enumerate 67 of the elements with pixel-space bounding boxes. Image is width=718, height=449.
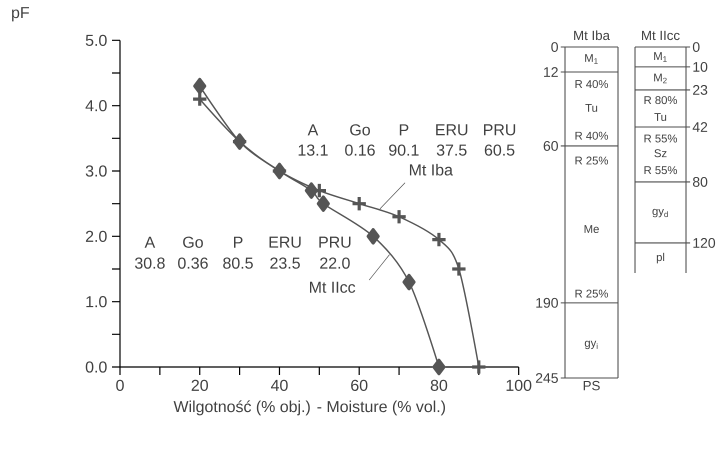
annotation: 23.5 — [270, 257, 300, 269]
annotation: A — [144, 236, 156, 248]
text: R 55% — [644, 166, 678, 174]
annotation: ERU — [270, 236, 301, 248]
text: 190 — [536, 298, 558, 308]
y-tick-label: 2.0 — [86, 230, 107, 242]
y-tick-label: 1.0 — [86, 296, 107, 308]
annotation: 37.5 — [436, 144, 467, 156]
x-tick-label: 60 — [351, 380, 368, 391]
text: Sz — [654, 149, 667, 158]
text: 10 — [693, 62, 708, 72]
annotation: P — [400, 124, 408, 136]
annotation: 60.5 — [484, 144, 514, 156]
text: 120 — [693, 238, 716, 248]
annotation: P — [234, 236, 242, 248]
text: Mt Iba — [410, 164, 453, 176]
annotation: 0.16 — [345, 144, 375, 156]
x-axis-title: Wilgotność (% obj.) - Moisture (% vol.) — [174, 400, 445, 416]
annotation: PRU — [484, 124, 516, 136]
text: 42 — [692, 122, 708, 132]
annotation: Go — [183, 236, 203, 248]
text: Mt IIcc — [642, 30, 680, 40]
x-tick-label: 0 — [116, 380, 124, 391]
text: 12 — [544, 67, 558, 77]
x-tick-label: 40 — [270, 380, 288, 391]
text: 245 — [536, 373, 558, 383]
annotation: ERU — [436, 124, 468, 136]
y-tick-label: 4.0 — [86, 100, 107, 112]
y-tick-label: 3.0 — [86, 165, 107, 177]
annotation: 22.0 — [320, 257, 350, 269]
annotation: A — [308, 124, 318, 136]
x-tick-label: 20 — [192, 380, 208, 391]
x-tick-label: 80 — [430, 380, 448, 391]
annotation: Go — [350, 124, 370, 136]
text: 23 — [693, 85, 708, 95]
text: R 40% — [575, 132, 608, 140]
text: R 25% — [575, 290, 608, 298]
y-tick-label: 5.0 — [86, 34, 107, 46]
text: 0 — [551, 42, 558, 52]
y-tick-label: 0.0 — [86, 361, 107, 373]
text: gy$_{i}$ — [584, 340, 598, 350]
text: Tu — [654, 113, 666, 121]
text: Mt Iba — [574, 30, 610, 40]
y-axis-title: pF — [12, 7, 29, 22]
text: M$_{1}$ — [585, 54, 598, 64]
text: Mt IIcc — [310, 282, 356, 293]
text: gy$_{d}$ — [652, 208, 668, 218]
text: 0 — [692, 42, 700, 52]
text: R 80% — [644, 96, 678, 104]
annotation: 90.1 — [389, 144, 419, 156]
text: Me — [584, 225, 599, 233]
text: 80 — [692, 176, 708, 187]
annotation: 30.8 — [134, 257, 165, 269]
text: pl — [656, 252, 664, 264]
annotation: 0.36 — [178, 257, 208, 269]
annotation: 80.5 — [223, 257, 253, 269]
text: Tu — [585, 104, 598, 112]
text: M$_{2}$ — [654, 74, 667, 84]
annotation: 13.1 — [298, 144, 328, 156]
text: 60 — [544, 141, 558, 151]
text: R 55% — [644, 134, 678, 142]
text: PS — [584, 380, 600, 390]
x-tick-label: 100 — [506, 380, 532, 391]
text: M$_{1}$ — [654, 52, 667, 62]
annotation: PRU — [319, 236, 350, 248]
text: R 40% — [575, 80, 608, 88]
text: R 25% — [575, 156, 608, 165]
